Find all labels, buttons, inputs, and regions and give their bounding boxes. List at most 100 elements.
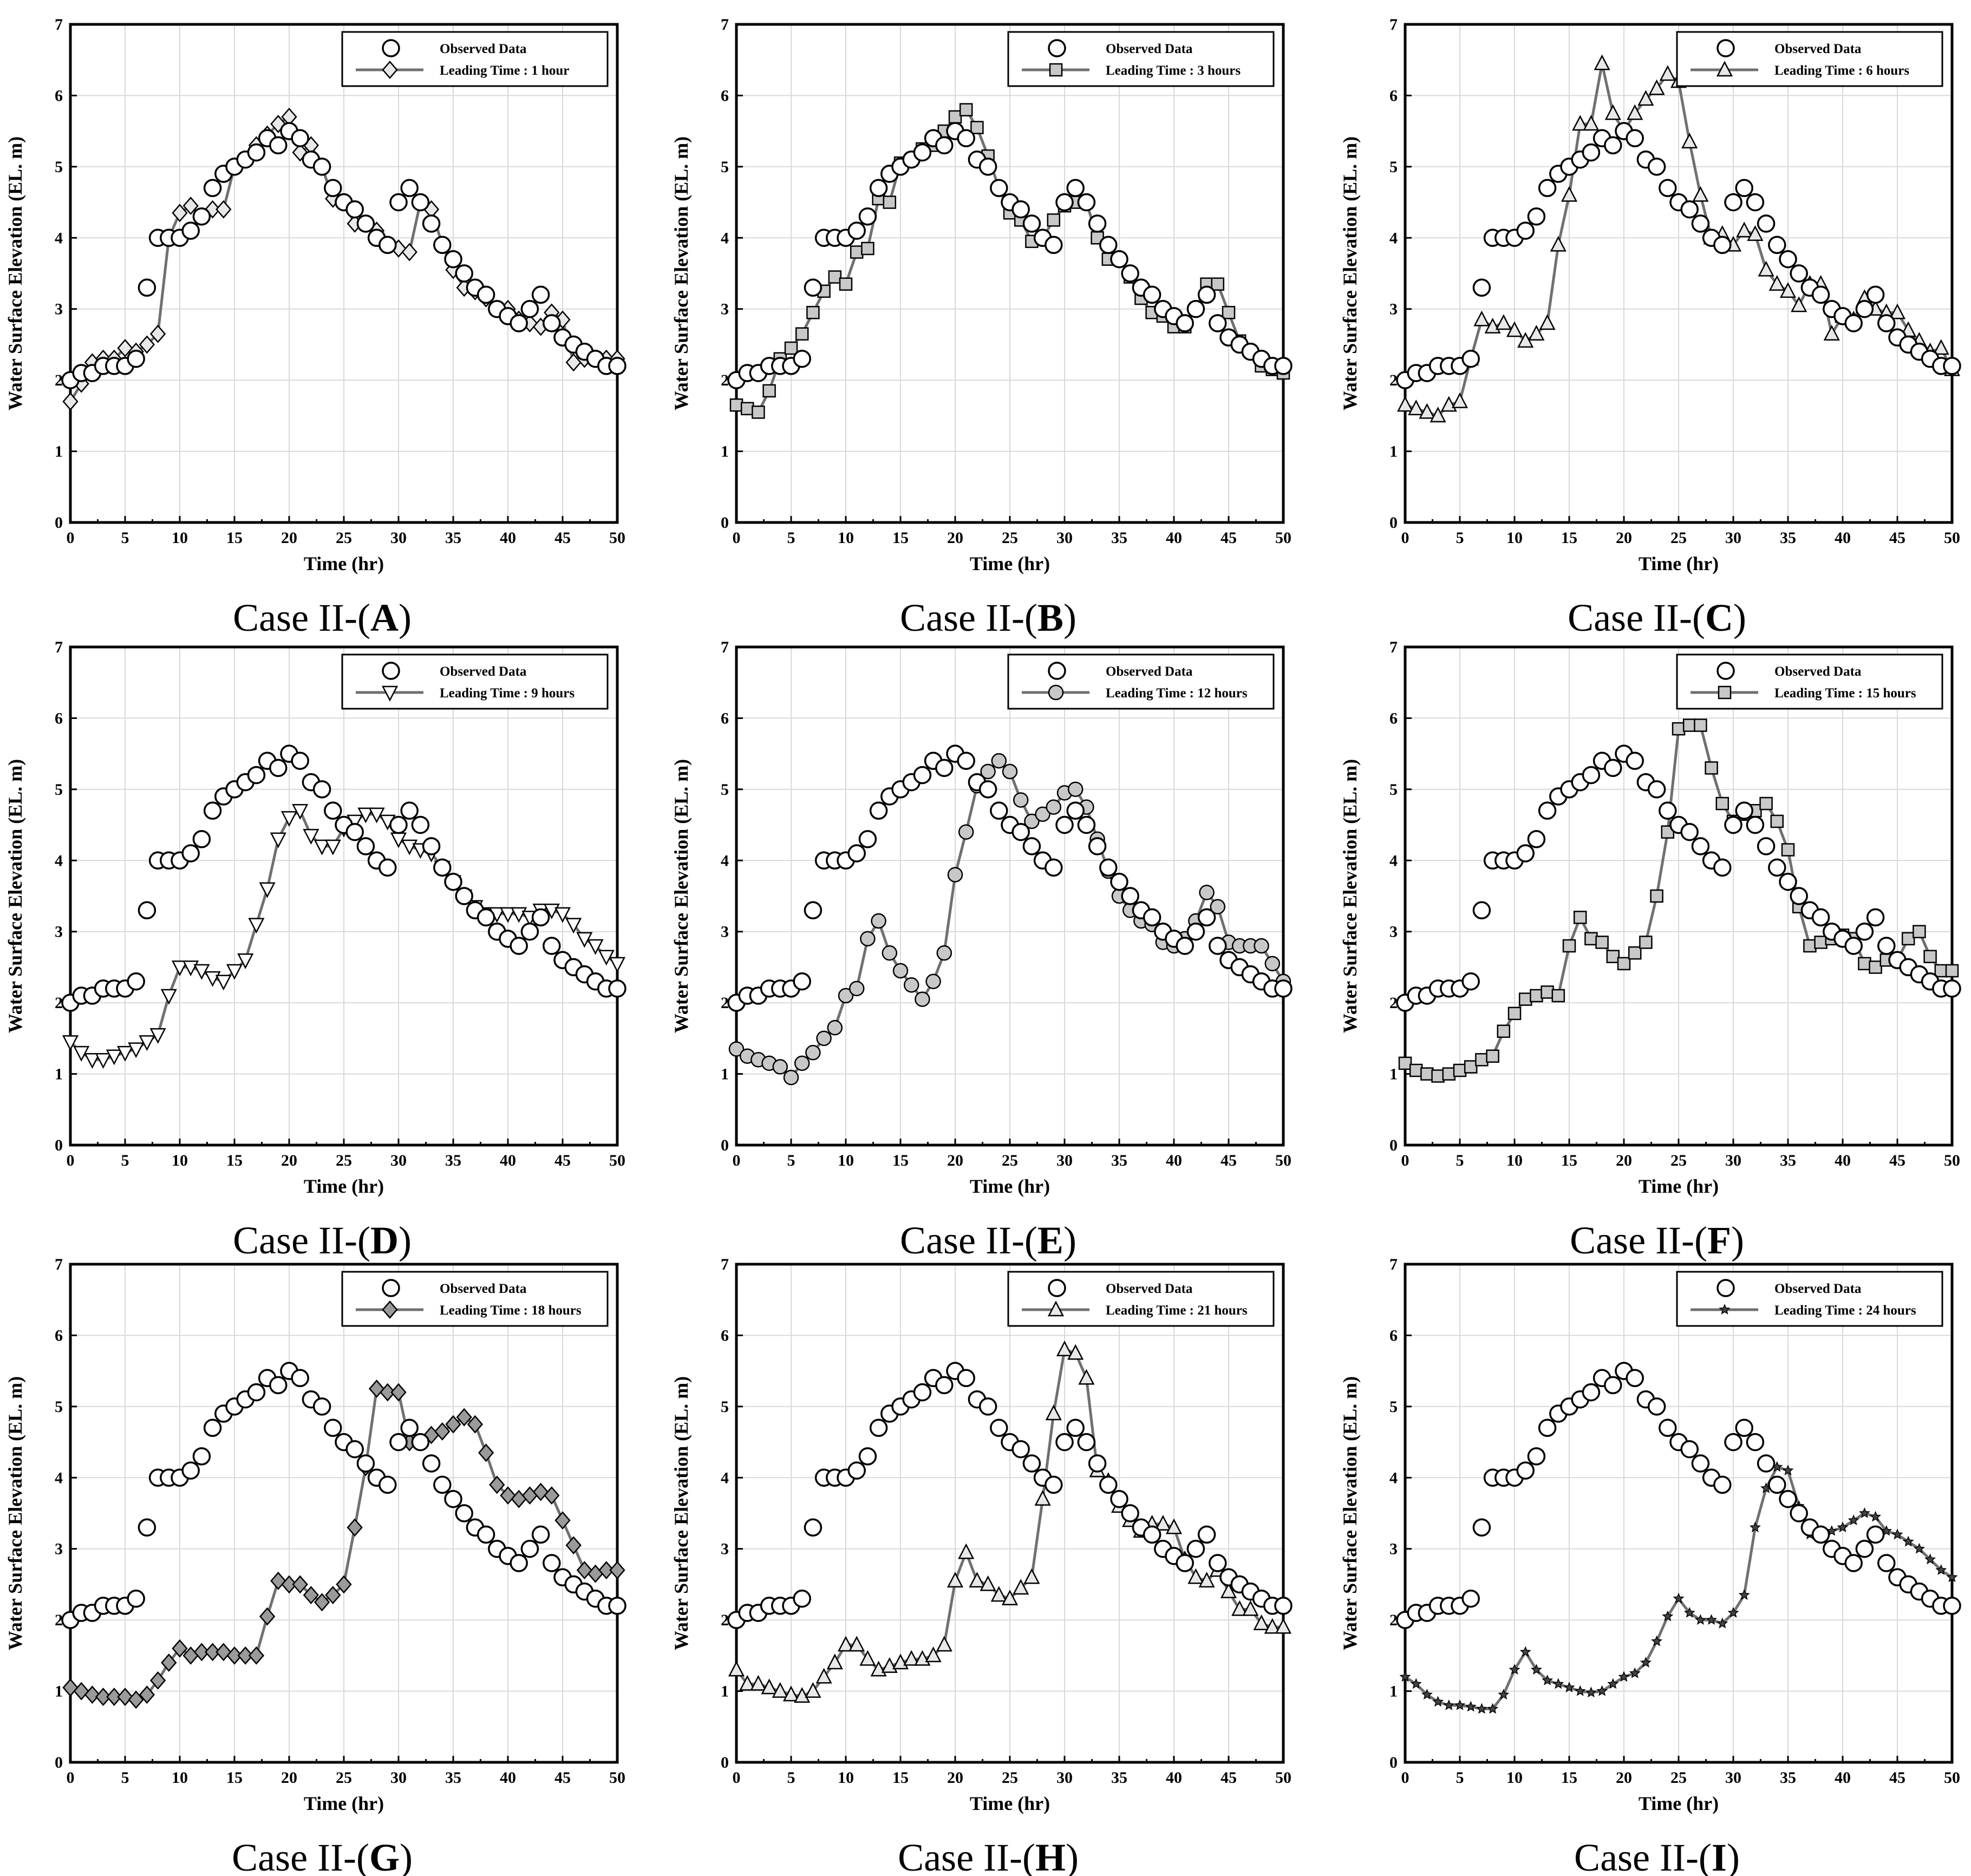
observed-point: [793, 349, 811, 368]
forecast-point: [1431, 1069, 1445, 1083]
forecast-point: [1507, 1006, 1522, 1021]
x-tick-label: 10: [1506, 1769, 1523, 1787]
y-tick-label: 4: [55, 229, 63, 247]
forecast-point: [1694, 1614, 1706, 1625]
x-tick-label: 5: [121, 1769, 129, 1787]
forecast-point: [1650, 889, 1663, 903]
y-tick-label: 2: [55, 1611, 63, 1629]
forecast-point: [739, 1675, 756, 1691]
observed-point: [389, 815, 408, 834]
plot-frame: [69, 1263, 619, 1764]
observed-point: [1472, 901, 1491, 920]
forecast-point: [1465, 1701, 1477, 1712]
forecast-point: [215, 975, 232, 991]
observed-point: [291, 129, 309, 148]
observed-point: [1746, 1433, 1765, 1452]
observed-point: [1647, 158, 1666, 176]
x-tick-label: 0: [67, 1152, 75, 1169]
observed-point: [1022, 837, 1041, 855]
forecast-point: [1673, 1592, 1685, 1604]
forecast-point: [280, 811, 298, 827]
x-tick-label: 25: [1670, 529, 1687, 547]
forecast-point: [456, 1408, 472, 1427]
forecast-point: [861, 241, 874, 256]
legend-observed-marker: [1717, 39, 1735, 57]
observed-point: [138, 901, 156, 920]
plot-frame: [735, 1263, 1285, 1764]
legend-observed-label: Observed Data: [1774, 1282, 1862, 1296]
observed-point: [1011, 822, 1030, 841]
forecast-point: [828, 270, 842, 284]
observed-point: [411, 193, 430, 212]
caption-prefix: Case II-(: [900, 596, 1037, 639]
legend-forecast-marker: [1047, 1300, 1065, 1317]
y-tick-label: 0: [721, 1754, 729, 1772]
forecast-point: [806, 306, 820, 319]
forecast-point: [1242, 1600, 1259, 1616]
observed-point: [990, 801, 1008, 820]
observed-point: [127, 1589, 145, 1608]
x-tick-label: 15: [892, 529, 909, 547]
x-tick-label: 50: [1944, 529, 1960, 547]
forecast-point: [270, 832, 286, 848]
y-tick-label: 0: [1389, 514, 1398, 532]
y-tick-label: 1: [721, 443, 729, 461]
observed-point: [1691, 837, 1710, 855]
forecast-point: [882, 945, 898, 961]
y-tick-label: 6: [721, 87, 729, 104]
forecast-point: [139, 1035, 155, 1051]
forecast-point: [1782, 1465, 1794, 1476]
observed-point: [203, 1419, 222, 1437]
y-tick-label: 7: [721, 638, 729, 656]
observed-point: [411, 1433, 430, 1452]
caption-letter: C: [1705, 596, 1733, 639]
observed-point: [1582, 766, 1601, 785]
forecast-point: [903, 977, 919, 993]
x-axis-title: Time (hr): [304, 1175, 384, 1197]
legend-observed-marker: [382, 39, 400, 57]
observed-point: [608, 1597, 626, 1615]
x-tick-label: 40: [1835, 1769, 1851, 1787]
forecast-point: [1497, 1024, 1511, 1038]
forecast-point: [1253, 1614, 1270, 1630]
observed-point: [1045, 236, 1063, 254]
y-tick-label: 4: [1389, 852, 1398, 870]
forecast-point: [1410, 1678, 1422, 1689]
forecast-point: [1628, 946, 1642, 960]
observed-point: [1143, 908, 1161, 927]
x-tick-label: 20: [1616, 1152, 1632, 1169]
observed-point: [1877, 314, 1896, 332]
y-axis-title: Water Surface Elevation (EL. m): [1339, 136, 1361, 410]
y-tick-label: 5: [1389, 781, 1398, 799]
observed-point: [1143, 285, 1161, 304]
y-tick-label: 1: [55, 1066, 63, 1083]
observed-point: [1121, 264, 1139, 283]
observed-point: [1866, 1525, 1885, 1544]
observed-point: [400, 801, 419, 820]
x-tick-label: 0: [733, 1152, 741, 1169]
legend-box: [1676, 31, 1943, 87]
forecast-point: [1869, 960, 1882, 974]
observed-point: [935, 136, 954, 155]
y-axis-title: Water Surface Elevation (EL. m): [1339, 1376, 1361, 1650]
plot-frame: [69, 645, 619, 1147]
observed-point: [1516, 844, 1535, 862]
forecast-point: [1453, 1063, 1467, 1077]
observed-point: [520, 922, 539, 941]
legend-box: [341, 31, 609, 87]
x-axis-title: Time (hr): [1639, 1175, 1719, 1197]
forecast-point: [1715, 796, 1729, 810]
observed-point: [531, 908, 550, 927]
observed-point: [291, 1369, 309, 1388]
observed-point: [1626, 1369, 1644, 1388]
x-tick-label: 0: [67, 1769, 75, 1787]
x-tick-label: 35: [1780, 1152, 1796, 1169]
panel-caption: Case II-(H): [898, 1836, 1079, 1876]
forecast-point: [1902, 1535, 1914, 1547]
forecast-point: [969, 1572, 985, 1588]
observed-point: [345, 1440, 364, 1459]
legend-forecast-marker: [1716, 61, 1733, 77]
